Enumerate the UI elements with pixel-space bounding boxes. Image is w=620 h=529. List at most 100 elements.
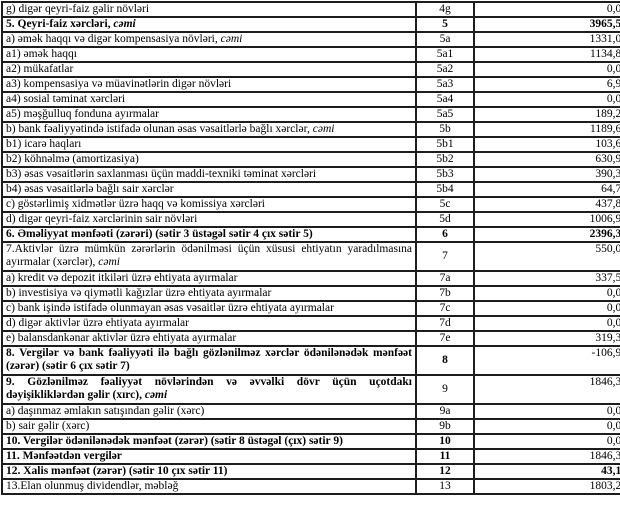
row-label: b) bank fəaliyyətində istifadə olunan əs… bbox=[6, 123, 313, 135]
row-label: a) əmək haqqı və digər kompensasiya növl… bbox=[6, 33, 221, 45]
row-code: 9 bbox=[415, 374, 475, 405]
row-value: 0,00 bbox=[473, 61, 620, 78]
row-value: 550,00 bbox=[473, 241, 620, 272]
row-label: a2) mükafatlar bbox=[6, 63, 74, 75]
row-description: 10. Vergilər ödənilənədək mənfəət (zərər… bbox=[1, 433, 417, 450]
row-value: 437,82 bbox=[473, 196, 620, 213]
row-label: 6. Əməliyyat mənfəəti (zərəri) (sətir 3 … bbox=[6, 228, 313, 240]
row-code: 11 bbox=[415, 448, 475, 465]
row-value: 1134,84 bbox=[473, 46, 620, 63]
row-code: 5a1 bbox=[415, 46, 475, 63]
table-row: b) investisiya və qiymətli kağızlar üzrə… bbox=[1, 285, 620, 302]
row-description: a5) məşğulluq fonduna ayırmalar bbox=[1, 106, 417, 123]
row-description: a) daşınmaz əmlakın satışından gəlir (xə… bbox=[1, 403, 417, 420]
row-label: g) digər qeyri-faiz gəlir növləri bbox=[6, 3, 150, 15]
row-value: 0,00 bbox=[473, 403, 620, 420]
income-statement-table: g) digər qeyri-faiz gəlir növləri 4g0,03 5… bbox=[1, 1, 620, 495]
row-label: b1) icarə haqları bbox=[6, 138, 82, 150]
row-label-italic-suffix: cəmi bbox=[144, 389, 168, 401]
row-label: a4) sosial təminat xərcləri bbox=[6, 93, 126, 105]
row-code: 7c bbox=[415, 300, 475, 317]
row-label: a5) məşğulluq fonduna ayırmalar bbox=[6, 108, 159, 120]
row-value: 3965,50 bbox=[473, 16, 620, 33]
row-description: 5. Qeyri-faiz xərcləri, cəmi bbox=[1, 16, 417, 33]
table-row: b) bank fəaliyyətində istifadə olunan əs… bbox=[1, 121, 620, 138]
row-value: 1331,06 bbox=[473, 31, 620, 48]
row-value: 0,07 bbox=[473, 285, 620, 302]
row-description: 11. Mənfəətdən vergilər bbox=[1, 448, 417, 465]
row-value: 0,00 bbox=[473, 418, 620, 435]
row-label: b2) köhnəlmə (amortizasiya) bbox=[6, 153, 139, 165]
row-code: 4g bbox=[415, 1, 475, 18]
table-row: 12. Xalis mənfəət (zərər) (sətir 10 çıx … bbox=[1, 463, 620, 480]
row-code: 7e bbox=[415, 330, 475, 347]
row-description: b) sair gəlir (xərc) bbox=[1, 418, 417, 435]
row-code: 9a bbox=[415, 403, 475, 420]
row-value: 0,03 bbox=[473, 1, 620, 18]
row-label: 11. Mənfəətdən vergilər bbox=[6, 450, 122, 462]
row-value: 1846,34 bbox=[473, 374, 620, 405]
table-row: a3) kompensasiya və müavinətlərin digər … bbox=[1, 76, 620, 93]
table-row: c) bank işində istifadə olunmayan əsas v… bbox=[1, 300, 620, 317]
row-value: 630,94 bbox=[473, 151, 620, 168]
row-label-italic-suffix: cəmi bbox=[98, 256, 120, 268]
row-code: 6 bbox=[415, 226, 475, 243]
row-description: g) digər qeyri-faiz gəlir növləri bbox=[1, 1, 417, 18]
row-description: a1) əmək haqqı bbox=[1, 46, 417, 63]
row-description: a3) kompensasiya və müavinətlərin digər … bbox=[1, 76, 417, 93]
row-code: 5a4 bbox=[415, 91, 475, 108]
table-row: d) digər aktivlər üzrə ehtiyata ayırmala… bbox=[1, 315, 620, 332]
row-description: d) digər aktivlər üzrə ehtiyata ayırmala… bbox=[1, 315, 417, 332]
row-code: 12 bbox=[415, 463, 475, 480]
row-value: 1189,66 bbox=[473, 121, 620, 138]
row-description: b) investisiya və qiymətli kağızlar üzrə… bbox=[1, 285, 417, 302]
row-description: b2) köhnəlmə (amortizasiya) bbox=[1, 151, 417, 168]
row-code: 5b2 bbox=[415, 151, 475, 168]
table-row: b) sair gəlir (xərc) 9b0,00 bbox=[1, 418, 620, 435]
row-description: b3) əsas vəsaitlərin saxlanması üçün mad… bbox=[1, 166, 417, 183]
row-description: a4) sosial təminat xərcləri bbox=[1, 91, 417, 108]
row-value: -106,92 bbox=[473, 345, 620, 376]
table-row: d) digər qeyri-faiz xərclərinin sair növ… bbox=[1, 211, 620, 228]
row-label: 12. Xalis mənfəət (zərər) (sətir 10 çıx … bbox=[6, 465, 228, 477]
row-code: 5b3 bbox=[415, 166, 475, 183]
row-label: a) daşınmaz əmlakın satışından gəlir (xə… bbox=[6, 405, 205, 417]
table-row: 13.Elan olunmuş dividendlər, məbləğ 13 180… bbox=[1, 478, 620, 495]
row-code: 8 bbox=[415, 345, 475, 376]
row-label: c) göstərlimiş xidmətlər üzrə haqq və ko… bbox=[6, 198, 265, 210]
row-value: 1803,22 bbox=[473, 478, 620, 495]
row-label: d) digər qeyri-faiz xərclərinin sair növ… bbox=[6, 213, 198, 225]
row-description: c) bank işində istifadə olunmayan əsas v… bbox=[1, 300, 417, 317]
row-description: e) balansdankənar aktivlər üzrə ehtiyata… bbox=[1, 330, 417, 347]
row-label-italic-suffix: cəmi bbox=[220, 33, 243, 45]
row-code: 5a5 bbox=[415, 106, 475, 123]
row-value: 0,00 bbox=[473, 315, 620, 332]
row-description: c) göstərlimiş xidmətlər üzrə haqq və ko… bbox=[1, 196, 417, 213]
row-description: a2) mükafatlar bbox=[1, 61, 417, 78]
row-code: 7b bbox=[415, 285, 475, 302]
row-description: b) bank fəaliyyətində istifadə olunan əs… bbox=[1, 121, 417, 138]
table-row: g) digər qeyri-faiz gəlir növləri 4g0,03 bbox=[1, 1, 620, 18]
row-value: 0,00 bbox=[473, 91, 620, 108]
row-value: 1846,34 bbox=[473, 448, 620, 465]
row-label-italic-suffix: cəmi bbox=[113, 18, 136, 30]
row-description: 7.Aktivlər üzrə mümkün zərərlərin ödənil… bbox=[1, 241, 417, 272]
row-code: 5d bbox=[415, 211, 475, 228]
row-value: 103,60 bbox=[473, 136, 620, 153]
row-code: 13 bbox=[415, 478, 475, 495]
row-description: a) kredit və depozit itkiləri üzrə ehtiy… bbox=[1, 270, 417, 287]
row-code: 10 bbox=[415, 433, 475, 450]
row-value: 64,77 bbox=[473, 181, 620, 198]
table-row: 8. Vergilər və bank fəaliyyəti ilə bağlı… bbox=[1, 345, 620, 376]
row-value: 2396,34 bbox=[473, 226, 620, 243]
row-label: 9. Gözlənilməz fəaliyyət növlərindən və … bbox=[6, 376, 412, 401]
table-row: a) kredit və depozit itkiləri üzrə ehtiy… bbox=[1, 270, 620, 287]
row-label: 8. Vergilər və bank fəaliyyəti ilə bağlı… bbox=[6, 347, 412, 372]
row-label: a3) kompensasiya və müavinətlərin digər … bbox=[6, 78, 232, 90]
row-code: 7 bbox=[415, 241, 475, 272]
